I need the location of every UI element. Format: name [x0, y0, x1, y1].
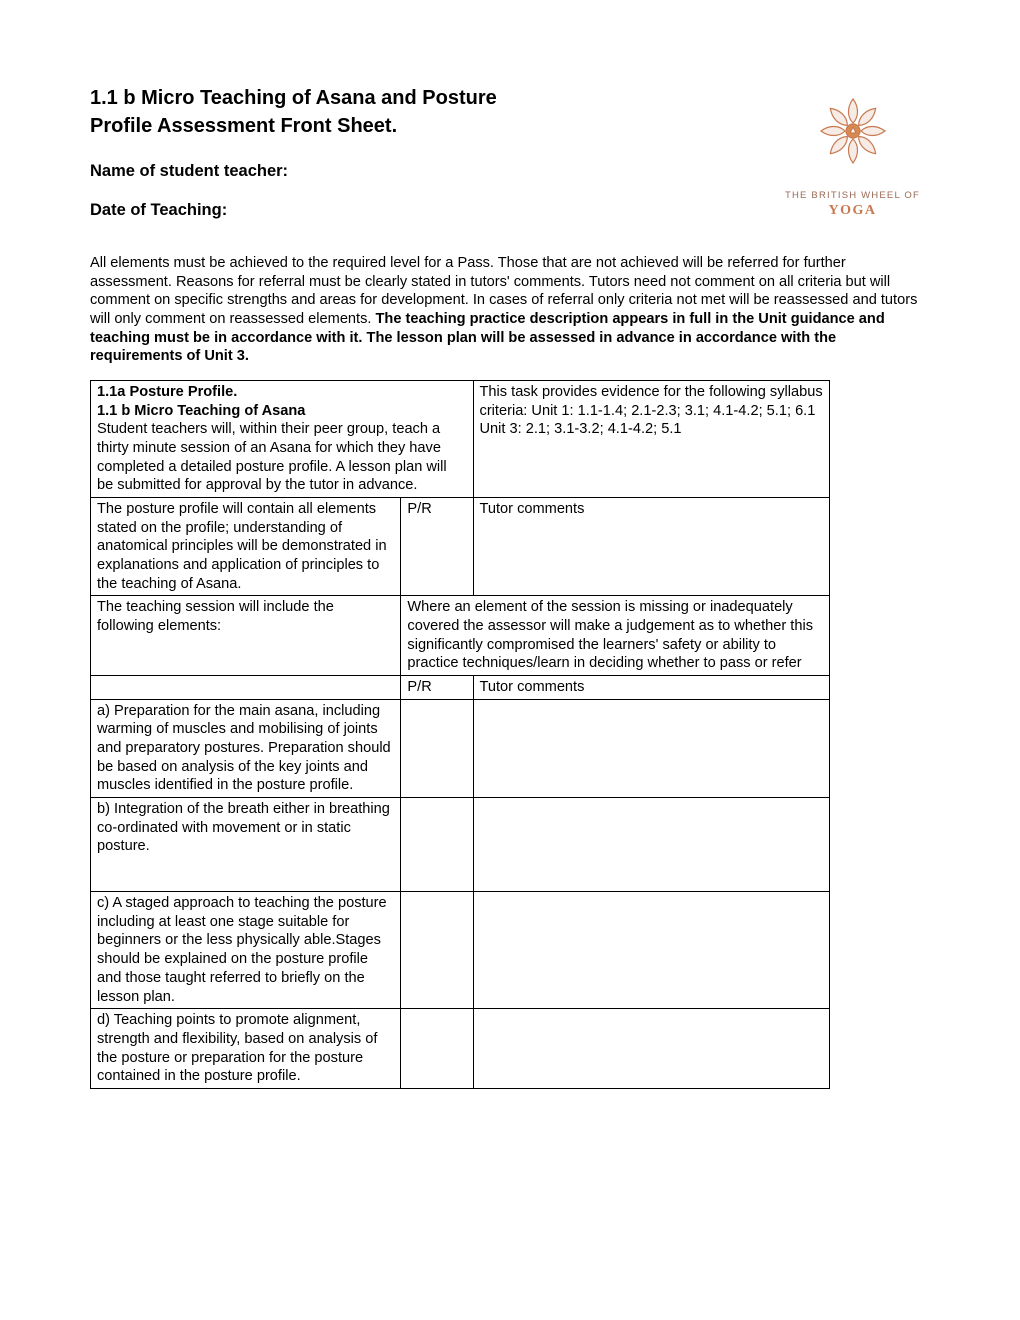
top-body: Student teachers will, within their peer… [97, 421, 447, 493]
criteria-row-profile: The posture profile will contain all ele… [91, 498, 830, 596]
pr-header-2: P/R [401, 676, 473, 700]
section-intro-row: The teaching session will include the fo… [91, 596, 830, 676]
tutor-cell-b[interactable] [473, 798, 829, 892]
tutor-cell-a[interactable] [473, 699, 829, 797]
top-row: 1.1a Posture Profile. 1.1 b Micro Teachi… [91, 381, 830, 498]
intro-paragraph: All elements must be achieved to the req… [90, 254, 930, 366]
element-row-b: b) Integration of the breath either in b… [91, 798, 830, 892]
header-row: 1.1 b Micro Teaching of Asana and Postur… [90, 86, 930, 240]
pr-cell-b[interactable] [401, 798, 473, 892]
top-heading-1: 1.1a Posture Profile. [97, 384, 237, 400]
tutor-cell-d[interactable] [473, 1009, 829, 1089]
section-intro-right: Where an element of the session is missi… [401, 596, 830, 676]
element-row-a: a) Preparation for the main asana, inclu… [91, 699, 830, 797]
element-row-d: d) Teaching points to promote alignment,… [91, 1009, 830, 1089]
top-heading-2: 1.1 b Micro Teaching of Asana [97, 403, 305, 419]
top-left-cell: 1.1a Posture Profile. 1.1 b Micro Teachi… [91, 381, 474, 498]
logo: THE BRITISH WHEEL OF YOGA [775, 86, 930, 219]
tutor-cell-c[interactable] [473, 892, 829, 1009]
criteria-profile-text: The posture profile will contain all ele… [91, 498, 401, 596]
logo-text: THE BRITISH WHEEL OF YOGA [775, 190, 930, 219]
section-intro-left: The teaching session will include the fo… [91, 596, 401, 676]
top-right-cell: This task provides evidence for the foll… [473, 381, 829, 498]
element-b: b) Integration of the breath either in b… [91, 798, 401, 892]
title-block: 1.1 b Micro Teaching of Asana and Postur… [90, 86, 497, 240]
sub-header-row: P/R Tutor comments [91, 676, 830, 700]
pr-header-1: P/R [401, 498, 473, 596]
pr-cell-a[interactable] [401, 699, 473, 797]
logo-text-line2: YOGA [775, 202, 930, 220]
page-title-line1: 1.1 b Micro Teaching of Asana and Postur… [90, 86, 497, 111]
element-row-c: c) A staged approach to teaching the pos… [91, 892, 830, 1009]
element-a: a) Preparation for the main asana, inclu… [91, 699, 401, 797]
sub-header-blank [91, 676, 401, 700]
pr-cell-c[interactable] [401, 892, 473, 1009]
assessment-table: 1.1a Posture Profile. 1.1 b Micro Teachi… [90, 380, 830, 1089]
logo-text-line1: THE BRITISH WHEEL OF [775, 190, 930, 202]
page: 1.1 b Micro Teaching of Asana and Postur… [0, 0, 1020, 1129]
date-label: Date of Teaching: [90, 201, 497, 220]
mandala-icon [798, 86, 908, 186]
name-label: Name of student teacher: [90, 162, 497, 181]
element-d: d) Teaching points to promote alignment,… [91, 1009, 401, 1089]
tutor-header-2: Tutor comments [473, 676, 829, 700]
element-c: c) A staged approach to teaching the pos… [91, 892, 401, 1009]
page-title-line2: Profile Assessment Front Sheet. [90, 115, 497, 138]
pr-cell-d[interactable] [401, 1009, 473, 1089]
tutor-header-1: Tutor comments [473, 498, 829, 596]
